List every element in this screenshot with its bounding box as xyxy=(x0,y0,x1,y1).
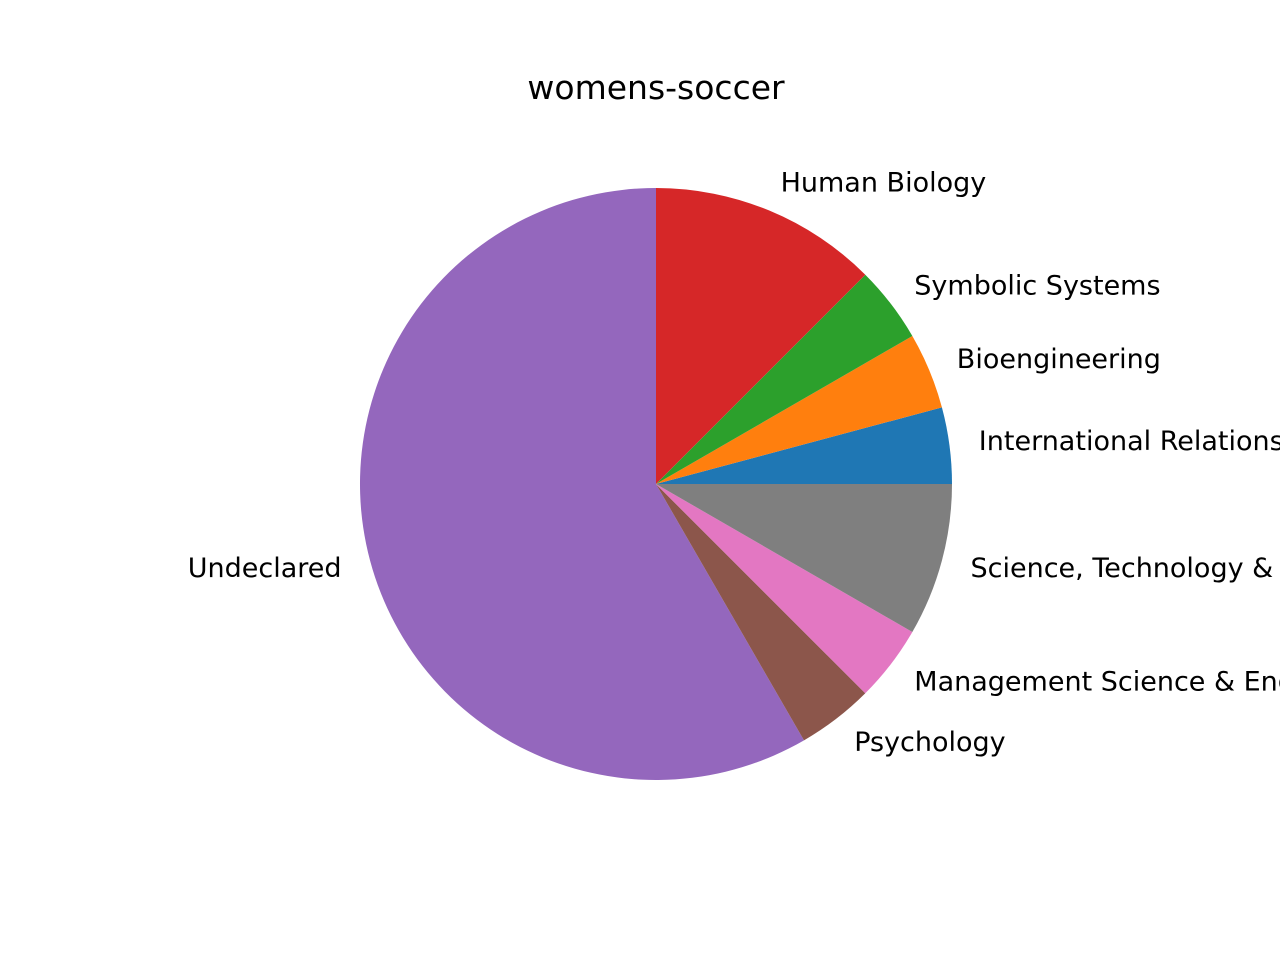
pie-slice-undeclared xyxy=(359,188,804,780)
pie-label-science-technology-society: Science, Technology & Society xyxy=(971,553,1280,584)
pie-label-symbolic-systems: Symbolic Systems xyxy=(914,270,1160,301)
pie-slice-symbolic-systems xyxy=(656,274,913,484)
pie-label-psychology: Psychology xyxy=(854,727,1005,758)
pie-slice-science-technology-society xyxy=(656,484,952,632)
pie-label-management-science-engineering: Management Science & Engineering xyxy=(914,667,1280,698)
pie-slice-psychology xyxy=(656,484,866,741)
pie-label-international-relations: International Relations xyxy=(979,426,1280,457)
pie-labels: International Relations Bioengineering Sym… xyxy=(188,168,1280,758)
pie-label-bioengineering: Bioengineering xyxy=(957,344,1161,375)
pie-slice-human-biology xyxy=(656,188,866,484)
pie-slices xyxy=(359,188,952,780)
pie-label-undeclared: Undeclared xyxy=(188,553,342,584)
chart-title: womens-soccer xyxy=(527,68,785,107)
pie-label-human-biology: Human Biology xyxy=(781,168,987,199)
pie-slice-management-science-engineering xyxy=(656,484,913,694)
pie-slice-bioengineering xyxy=(656,336,942,484)
pie-slice-international-relations xyxy=(656,407,952,484)
